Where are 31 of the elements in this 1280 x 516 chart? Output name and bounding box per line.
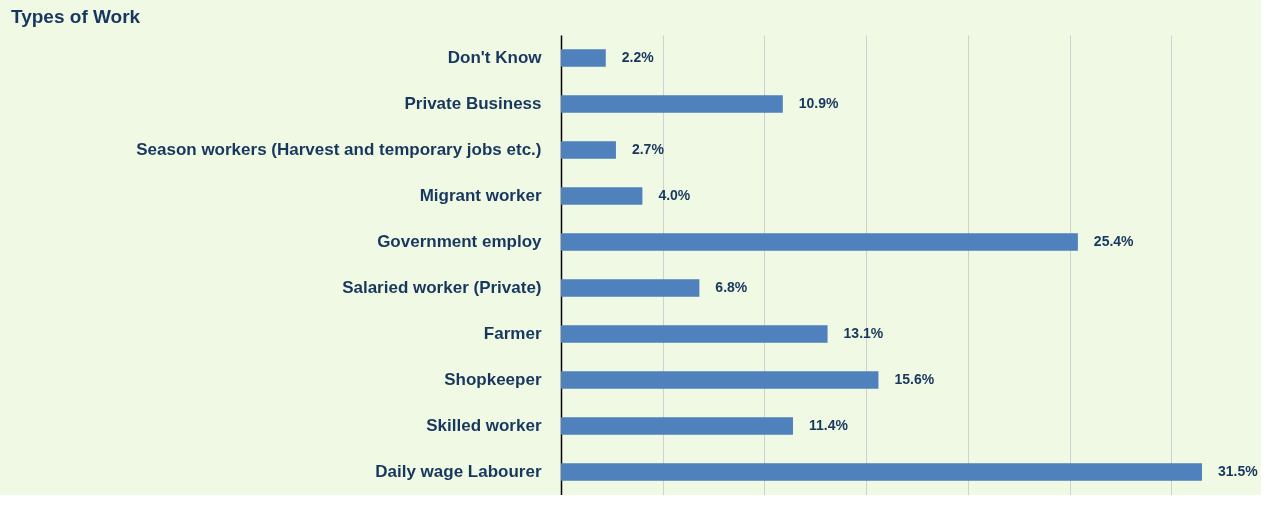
bar (561, 187, 643, 205)
y-tick-label: Daily wage Labourer (375, 462, 542, 481)
y-tick-label: Season workers (Harvest and temporary jobs etc.) (136, 140, 542, 159)
data-label: 25.4% (1093, 233, 1135, 249)
bar (561, 371, 879, 389)
y-tick-label: Salaried worker (Private) (342, 278, 542, 297)
data-label: 4.0% (658, 187, 691, 203)
data-label: 13.1% (843, 325, 884, 341)
bar (561, 95, 783, 113)
data-label: 31.5% (1217, 463, 1259, 479)
bar (561, 49, 606, 67)
y-tick-label: Skilled worker (426, 416, 542, 435)
data-label: 6.8% (715, 279, 748, 295)
bar (561, 325, 828, 343)
bar (561, 417, 793, 435)
bar (561, 233, 1078, 251)
bar (561, 463, 1202, 481)
bar (561, 141, 616, 159)
data-label: 10.9% (798, 95, 840, 111)
y-tick-label: Private Business (404, 94, 542, 113)
y-tick-label: Don't Know (447, 48, 543, 67)
data-label: 2.7% (631, 141, 665, 157)
data-label: 11.4% (808, 417, 849, 433)
data-label: 2.2% (621, 49, 655, 65)
bar (561, 279, 700, 297)
y-tick-label: Government employ (377, 232, 543, 251)
data-label: 15.6% (894, 371, 935, 387)
y-tick-label: Shopkeeper (444, 370, 542, 389)
text: Types of Work (11, 6, 141, 27)
y-tick-label: Farmer (483, 324, 542, 343)
y-tick-label: Migrant worker (419, 186, 542, 205)
